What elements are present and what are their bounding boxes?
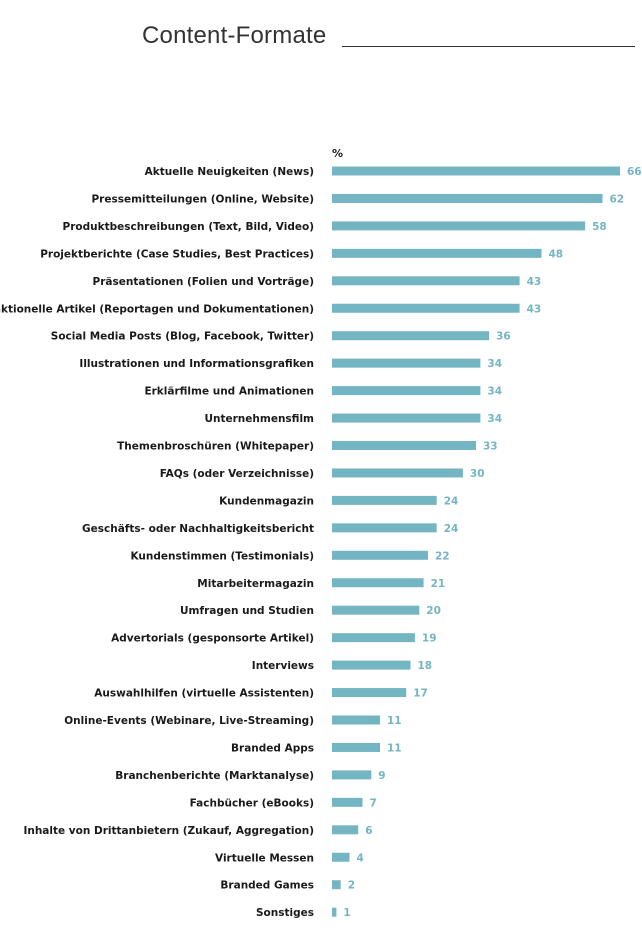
bar — [332, 413, 481, 423]
category-label: Präsentationen (Folien und Vorträge) — [93, 276, 314, 288]
category-label: Virtuelle Messen — [215, 852, 314, 864]
category-label: Redaktionelle Artikel (Reportagen und Do… — [0, 303, 314, 315]
category-label: Branded Games — [220, 880, 314, 892]
bar — [332, 605, 420, 615]
bar — [332, 770, 372, 780]
category-label: Unternehmensfilm — [204, 413, 314, 425]
category-label: Fachbücher (eBooks) — [190, 797, 314, 809]
bar — [332, 797, 363, 807]
value-label: 18 — [418, 660, 433, 672]
value-label: 48 — [549, 248, 564, 260]
bar — [332, 276, 520, 286]
value-label: 36 — [496, 331, 511, 343]
category-label: Pressemitteilungen (Online, Website) — [91, 193, 314, 205]
category-label: Inhalte von Drittanbietern (Zukauf, Aggr… — [23, 825, 314, 837]
category-label: Umfragen und Studien — [180, 605, 314, 617]
bar — [332, 825, 359, 835]
value-label: 43 — [527, 303, 542, 315]
category-label: Sonstiges — [256, 907, 314, 919]
value-label: 9 — [378, 770, 385, 782]
category-label: Projektberichte (Case Studies, Best Prac… — [40, 248, 314, 260]
value-label: 19 — [422, 633, 437, 645]
category-label: Themenbroschüren (Whitepaper) — [117, 441, 314, 453]
bar — [332, 166, 620, 176]
category-label: Geschäfts- oder Nachhaltigkeitsbericht — [82, 523, 314, 535]
category-label: Erklärfilme und Animationen — [144, 386, 314, 398]
value-label: 30 — [470, 468, 485, 480]
category-label: Branded Apps — [231, 742, 314, 754]
category-label: Kundenmagazin — [219, 495, 314, 507]
value-label: 22 — [435, 550, 450, 562]
category-label: Mitarbeitermagazin — [197, 578, 314, 590]
bar — [332, 715, 380, 725]
bar — [332, 578, 424, 588]
title-rule — [342, 46, 635, 47]
category-label: Produktbeschreibungen (Text, Bild, Video… — [63, 221, 314, 233]
bar — [332, 660, 411, 670]
bar — [332, 633, 415, 643]
value-label: 24 — [444, 495, 459, 507]
bar — [332, 742, 380, 752]
value-label: 33 — [483, 441, 498, 453]
value-label: 62 — [610, 193, 625, 205]
category-label: Interviews — [252, 660, 314, 672]
category-label: Branchenberichte (Marktanalyse) — [115, 770, 314, 782]
value-label: 24 — [444, 523, 459, 535]
bar — [332, 441, 476, 450]
value-label: 1 — [343, 907, 350, 919]
bar — [332, 331, 490, 341]
category-label: Social Media Posts (Blog, Facebook, Twit… — [51, 331, 314, 343]
bar — [332, 193, 603, 203]
value-label: 34 — [487, 413, 502, 425]
bar — [332, 688, 407, 698]
page-title: Content-Formate — [142, 22, 327, 49]
category-label: Advertorials (gesponsorte Artikel) — [111, 633, 314, 645]
value-label: 21 — [431, 578, 446, 590]
value-label: 11 — [387, 715, 402, 727]
value-label: 17 — [413, 688, 428, 700]
category-label: FAQs (oder Verzeichnisse) — [160, 468, 314, 480]
value-label: 11 — [387, 742, 402, 754]
value-label: 4 — [357, 852, 364, 864]
value-label: 2 — [348, 880, 355, 892]
value-label: 34 — [487, 386, 502, 398]
bar — [332, 358, 481, 368]
value-label: 43 — [527, 276, 542, 288]
category-label: Illustrationen und Informationsgrafiken — [79, 358, 314, 370]
value-label: 20 — [426, 605, 441, 617]
bar — [332, 303, 520, 313]
value-label: 6 — [365, 825, 372, 837]
category-label: Online-Events (Webinare, Live-Streaming) — [64, 715, 314, 727]
bar — [332, 248, 542, 258]
bar — [332, 550, 428, 560]
bar — [332, 495, 437, 505]
category-label: Aktuelle Neuigkeiten (News) — [145, 166, 314, 178]
category-label: Auswahlhilfen (virtuelle Assistenten) — [94, 688, 314, 700]
bar — [332, 907, 337, 917]
bar — [332, 221, 586, 231]
bar — [332, 523, 437, 533]
bar — [332, 880, 341, 890]
value-label: 58 — [592, 221, 607, 233]
value-label: 7 — [370, 797, 377, 809]
bar — [332, 852, 350, 862]
bar — [332, 468, 463, 478]
value-label: 34 — [487, 358, 502, 370]
unit-label: % — [332, 147, 343, 160]
bar — [332, 386, 481, 396]
value-label: 66 — [627, 166, 642, 178]
category-label: Kundenstimmen (Testimonials) — [130, 550, 314, 562]
